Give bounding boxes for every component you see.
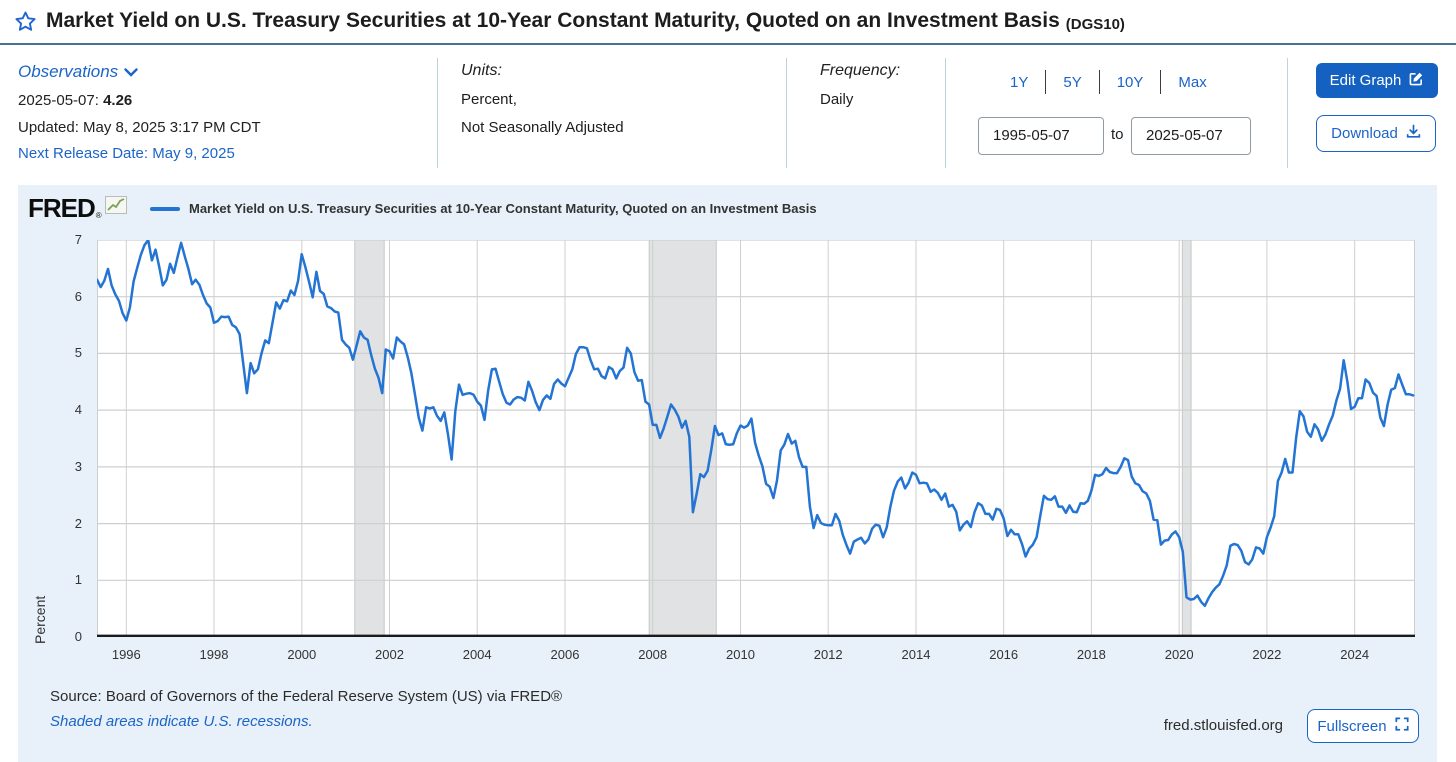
range-5y-link[interactable]: 5Y [1063,73,1082,91]
download-label: Download [1331,125,1398,142]
dgs10-series-line [97,240,1415,608]
x-tick-label: 2016 [989,647,1019,662]
yield-line-chart[interactable] [97,240,1415,637]
y-tick-label: 4 [74,402,82,418]
y-tick-label: 3 [74,458,82,474]
x-tick-label: 2018 [1076,647,1106,662]
x-tick-label: 2014 [901,647,931,662]
units-value-line1: Percent, [461,91,517,108]
chevron-down-icon [124,62,138,82]
header-separator [945,58,946,168]
header-separator [786,58,787,168]
date-from-input[interactable]: 1995-05-07 [978,117,1104,155]
observations-label: Observations [18,62,119,81]
range-separator [1045,70,1047,94]
y-tick-label: 1 [74,572,82,588]
x-tick-label: 2010 [726,647,755,662]
edit-graph-button[interactable]: Edit Graph [1316,63,1438,98]
x-tick-label: 2004 [462,647,492,662]
x-tick-label: 2006 [550,647,580,662]
edit-icon [1409,71,1424,90]
page-title: Market Yield on U.S. Treasury Securities… [46,9,1060,32]
recession-band [354,240,385,637]
range-preset-row: 1Y 5Y 10Y Max [993,70,1224,94]
observations-dropdown[interactable]: Observations [18,62,138,82]
registered-mark: ® [95,211,102,220]
range-max-link[interactable]: Max [1178,73,1207,91]
title-row: Market Yield on U.S. Treasury Securities… [14,7,1125,38]
next-release-link[interactable]: Next Release Date: May 9, 2025 [18,145,235,162]
chart-legend: Market Yield on U.S. Treasury Securities… [150,201,817,216]
chart-panel: FRED ® Market Yield on U.S. Treasury Sec… [18,185,1437,762]
units-label: Units: [461,62,502,79]
units-value-line2: Not Seasonally Adjusted [461,119,624,136]
recession-note-link[interactable]: Shaded areas indicate U.S. recessions. [50,713,313,730]
latest-observation: 2025-05-07: 4.26 [18,92,132,109]
x-tick-label: 1996 [111,647,141,662]
fullscreen-button[interactable]: Fullscreen [1307,709,1419,743]
range-separator [1098,70,1100,94]
updated-timestamp: Updated: May 8, 2025 3:17 PM CDT [18,119,261,136]
fullscreen-label: Fullscreen [1317,717,1387,735]
x-tick-label: 2000 [287,647,317,662]
fred-logo: FRED ® [28,195,127,221]
x-tick-label: 2008 [638,647,668,662]
title-divider [0,43,1456,45]
fred-logo-sparkline-icon [104,196,127,219]
fullscreen-icon [1395,717,1409,735]
x-tick-label: 2022 [1252,647,1282,662]
edit-graph-label: Edit Graph [1329,72,1402,89]
legend-line-swatch [150,206,180,211]
y-tick-label: 5 [74,345,82,361]
range-separator [1160,70,1162,94]
x-axis-tick-labels: 1996 1998 2000 2002 2004 2006 2008 2010 2012 2014… [97,647,1415,667]
legend-series-label: Market Yield on U.S. Treasury Securities… [189,201,817,216]
date-to-input[interactable]: 2025-05-07 [1131,117,1251,155]
x-tick-label: 2020 [1164,647,1194,662]
header-separator [1287,58,1288,168]
frequency-value: Daily [820,91,854,108]
y-axis-tick-labels: 0 1 2 3 4 5 6 7 [18,232,86,644]
fred-logo-text: FRED [28,193,96,223]
download-button[interactable]: Download [1316,115,1436,152]
series-id: (DGS10) [1065,16,1125,33]
favorite-star-icon[interactable] [14,10,37,38]
x-tick-label: 1998 [199,647,229,662]
x-tick-label: 2002 [375,647,404,662]
date-to-label: to [1111,126,1124,143]
header-separator [437,58,438,168]
y-tick-label: 0 [74,629,82,644]
y-tick-label: 2 [74,515,82,531]
download-icon [1406,124,1421,143]
range-10y-link[interactable]: 10Y [1116,73,1144,91]
y-tick-label: 6 [74,288,82,304]
observation-value: 4.26 [103,92,133,109]
observation-date: 2025-05-07: [18,92,99,109]
frequency-label: Frequency: [820,62,901,79]
y-tick-label: 7 [74,232,82,247]
x-tick-label: 2024 [1340,647,1370,662]
range-1y-link[interactable]: 1Y [1010,73,1029,91]
site-url: fred.stlouisfed.org [1163,717,1283,734]
x-tick-label: 2012 [813,647,843,662]
recession-band [1181,240,1192,637]
source-attribution: Source: Board of Governors of the Federa… [50,688,563,705]
